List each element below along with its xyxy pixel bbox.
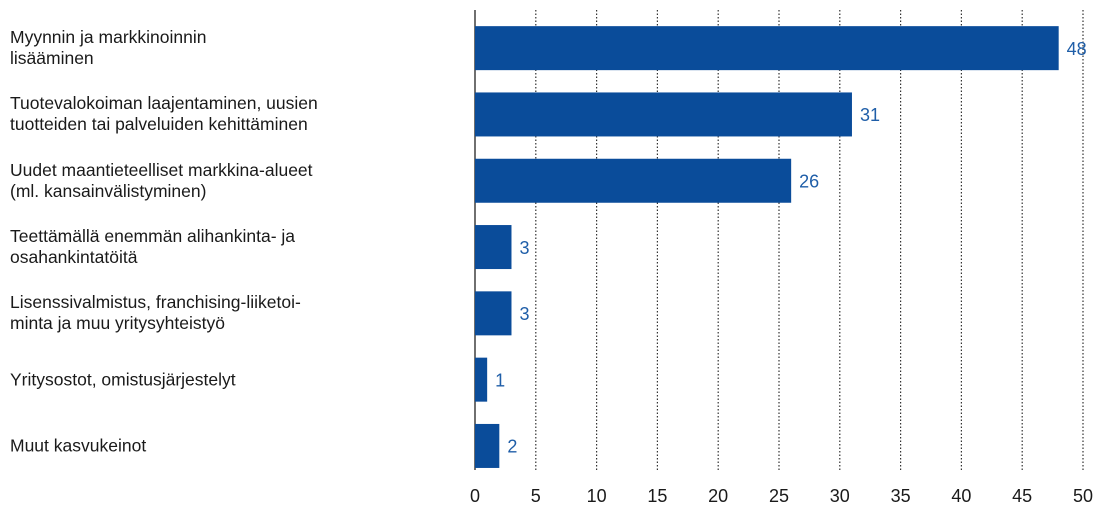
x-tick-label: 50: [1073, 486, 1093, 506]
x-tick-label: 35: [891, 486, 911, 506]
x-tick-label: 40: [951, 486, 971, 506]
x-tick-label: 20: [708, 486, 728, 506]
x-tick-label: 25: [769, 486, 789, 506]
value-label: 1: [495, 370, 505, 390]
category-label: Muut kasvukeinot: [10, 435, 147, 456]
bar: [475, 291, 512, 336]
bar: [475, 26, 1059, 71]
value-label: 2: [507, 437, 517, 457]
x-tick-label: 45: [1012, 486, 1032, 506]
category-label: Myynnin ja markkinoinnin lisääminen: [10, 27, 207, 69]
x-tick-label: 10: [587, 486, 607, 506]
category-label: Yritysostot, omistusjärjestelyt: [10, 369, 236, 390]
category-label: Teettämällä enemmän alihankinta- ja osah…: [10, 226, 296, 268]
value-label: 26: [799, 172, 819, 192]
bar: [475, 225, 512, 270]
x-tick-label: 15: [647, 486, 667, 506]
bar: [475, 357, 488, 402]
category-label: Tuotevalokoiman laajentaminen, uusien tu…: [10, 93, 318, 135]
bar: [475, 158, 792, 203]
value-label: 31: [860, 105, 880, 125]
value-label: 3: [519, 304, 529, 324]
category-label: Uudet maantieteelliset markkina-alueet (…: [10, 159, 313, 201]
x-tick-label: 30: [830, 486, 850, 506]
bar: [475, 92, 852, 137]
value-label: 48: [1067, 39, 1087, 59]
category-label: Lisenssivalmistus, franchising-liiketoi-…: [10, 292, 301, 334]
bar: [475, 423, 500, 468]
x-tick-label: 0: [470, 486, 480, 506]
value-label: 3: [519, 238, 529, 258]
x-tick-label: 5: [531, 486, 541, 506]
